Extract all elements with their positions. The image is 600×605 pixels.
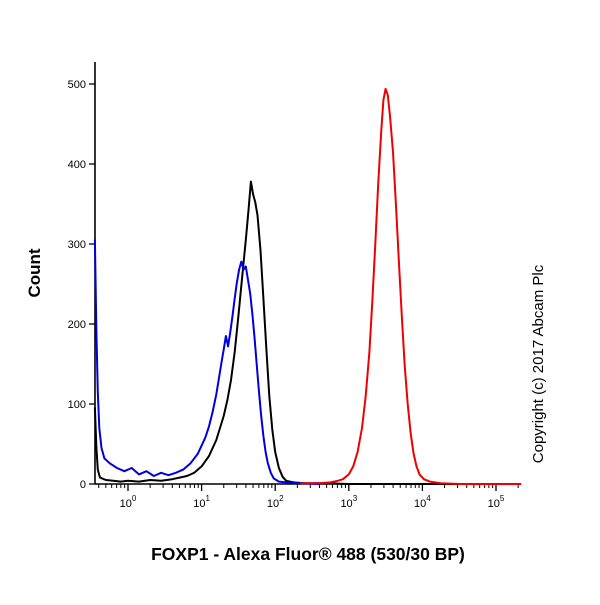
series-black-curve [93, 180, 522, 485]
series-red-curve [300, 87, 522, 485]
copyright-text: Copyright (c) 2017 Abcam Plc [530, 264, 547, 463]
y-axis-label: Count [25, 248, 44, 297]
x-tick-label: 101 [193, 494, 210, 510]
x-tick-label: 103 [340, 494, 357, 510]
y-tick-label: 400 [68, 159, 86, 171]
y-tick-label: 500 [68, 79, 86, 91]
x-tick-label: 104 [414, 494, 431, 510]
y-tick-label: 200 [68, 319, 86, 331]
y-tick-label: 300 [68, 239, 86, 251]
x-tick-label: 102 [267, 494, 284, 510]
series-blue-curve [93, 239, 321, 485]
curves-layer [93, 87, 522, 485]
y-tick-label: 100 [68, 399, 86, 411]
x-tick-label: 105 [488, 494, 505, 510]
x-tick-label: 100 [120, 494, 137, 510]
y-tick-label: 0 [80, 479, 86, 491]
axes-layer: 0 100 200 300 400 500 100 101 102 103 104 105 [68, 62, 520, 510]
x-axis-title: FOXP1 - Alexa Fluor® 488 (530/30 BP) [151, 544, 465, 564]
